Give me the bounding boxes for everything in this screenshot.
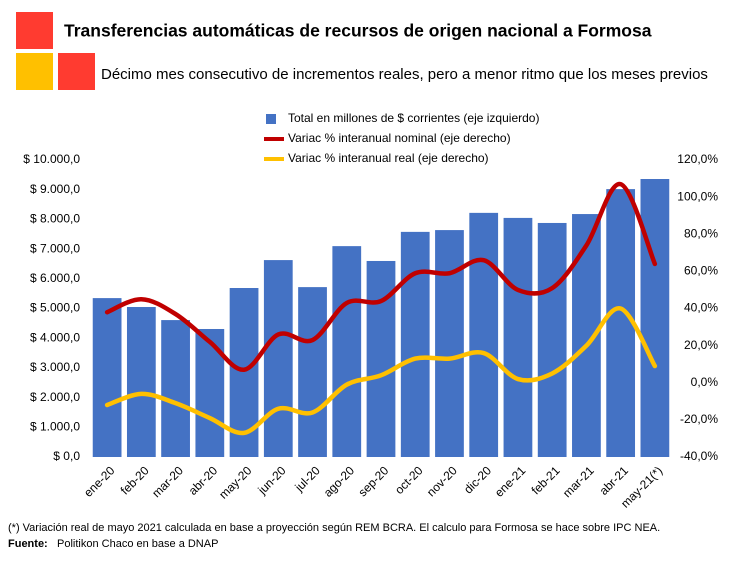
- source: Politikon Chaco en base a DNAP: [57, 538, 218, 550]
- legend-label: Variac % interanual nominal (eje derecho…: [288, 131, 511, 145]
- x-tick-label: feb-21: [529, 463, 563, 497]
- y-tick-label: $ 4.000,0: [30, 330, 80, 344]
- logo-square: [16, 12, 53, 49]
- bar: [298, 287, 327, 457]
- x-tick-label: mar-21: [560, 463, 597, 500]
- bar: [366, 260, 396, 457]
- x-tick-label: ago-20: [321, 463, 358, 500]
- y2-tick-label: 100,0%: [677, 189, 718, 203]
- bar: [126, 307, 156, 457]
- line: [104, 306, 658, 436]
- y2-tick-label: 20,0%: [684, 338, 718, 352]
- x-tick-label: jul-20: [292, 463, 324, 495]
- legend-label: Variac % interanual real (eje derecho): [288, 151, 489, 165]
- y-tick-label: $ 9.000,0: [30, 182, 80, 196]
- x-tick-label: may-20: [216, 463, 254, 501]
- legend-swatch: [266, 114, 276, 124]
- y-tick-label: $ 3.000,0: [30, 360, 80, 374]
- x-tick-label: nov-20: [424, 463, 460, 499]
- legend-label: Total en millones de $ corrientes (eje i…: [288, 111, 539, 125]
- bar: [606, 189, 636, 457]
- bar: [195, 328, 225, 457]
- bar: [161, 320, 190, 457]
- y2-tick-label: 80,0%: [684, 226, 718, 240]
- bar: [92, 298, 122, 457]
- y-tick-label: $ 10.000,0: [23, 152, 80, 166]
- line: [104, 181, 658, 372]
- y2-tick-label: -40,0%: [680, 449, 718, 463]
- x-tick-label: ene-20: [81, 463, 118, 500]
- y-tick-label: $ 0,0: [53, 449, 80, 463]
- chart-title: Transferencias automáticas de recursos d…: [64, 21, 652, 41]
- bar: [435, 230, 464, 457]
- y2-tick-label: 0,0%: [691, 375, 719, 389]
- x-tick-label: sep-20: [356, 463, 392, 499]
- logo-square: [16, 53, 53, 90]
- x-tick-label: ene-21: [492, 463, 529, 500]
- y-tick-label: $ 5.000,0: [30, 301, 80, 315]
- bar: [469, 212, 499, 457]
- x-tick-label: jun-20: [254, 463, 288, 497]
- bar: [400, 231, 430, 457]
- x-tick-label: feb-20: [118, 463, 152, 497]
- logo-square: [58, 53, 95, 90]
- bar: [263, 260, 293, 457]
- y2-tick-label: 60,0%: [684, 264, 718, 278]
- y2-tick-label: -20,0%: [680, 412, 718, 426]
- x-tick-label: oct-20: [392, 463, 426, 497]
- y2-tick-label: 40,0%: [684, 301, 718, 315]
- bar: [332, 246, 362, 457]
- source-label: Fuente:: [8, 538, 48, 550]
- bar: [640, 179, 670, 457]
- x-tick-label: mar-20: [149, 463, 186, 500]
- footnote: (*) Variación real de mayo 2021 calculad…: [8, 522, 660, 534]
- y-tick-label: $ 2.000,0: [30, 390, 80, 404]
- bar: [503, 217, 533, 457]
- y-tick-label: $ 8.000,0: [30, 212, 80, 226]
- chart-subtitle: Décimo mes consecutivo de incrementos re…: [101, 66, 708, 83]
- y-tick-label: $ 7.000,0: [30, 241, 80, 255]
- x-tick-label: dic-20: [461, 463, 494, 496]
- y2-tick-label: 120,0%: [677, 152, 718, 166]
- x-tick-label: abr-20: [186, 463, 221, 498]
- bar: [537, 222, 567, 457]
- y-tick-label: $ 6.000,0: [30, 271, 80, 285]
- y-tick-label: $ 1.000,0: [30, 419, 80, 433]
